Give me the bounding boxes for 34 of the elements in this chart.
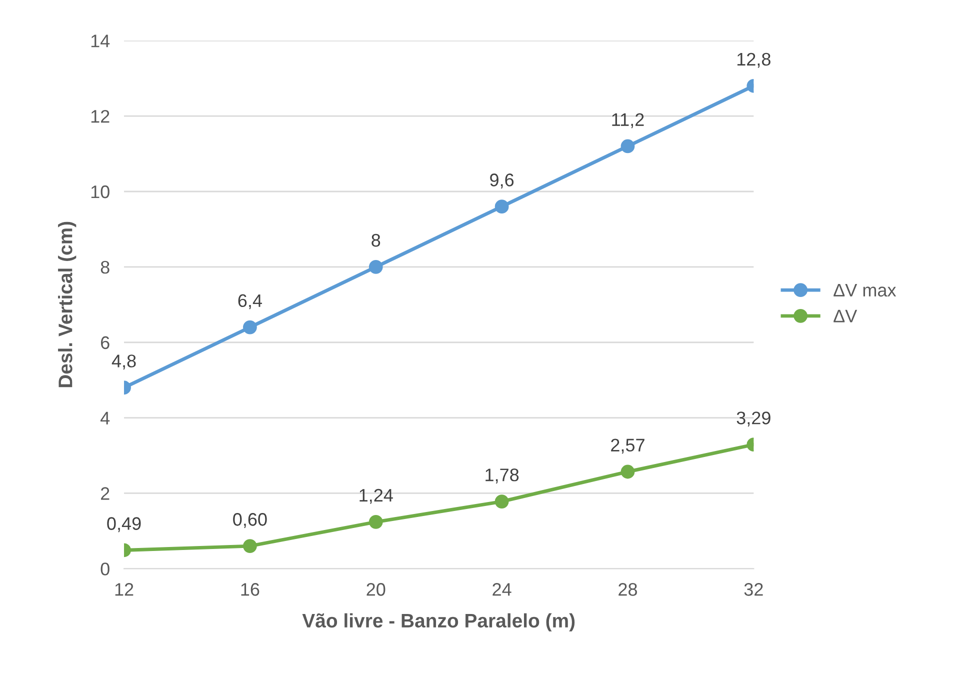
y-tick-label: 10: [91, 185, 110, 198]
y-axis-title: Desl. Vertical (cm): [58, 222, 76, 388]
x-tick-label: 16: [241, 583, 260, 596]
data-label: 0,49: [107, 517, 141, 532]
y-tick-label: 6: [101, 336, 110, 350]
point: [494, 200, 509, 214]
point: [368, 514, 383, 529]
data-label: 9,6: [490, 174, 514, 188]
data-label: 1,78: [486, 468, 519, 484]
data-label: 11,2: [612, 113, 644, 128]
data-label: 12,8: [737, 52, 770, 68]
y-tick-label: 4: [100, 412, 110, 424]
x-tick-label: 24: [492, 583, 512, 596]
data-label: 6,4: [238, 294, 262, 310]
y-tick-label: 14: [91, 34, 110, 48]
x-tick-label: 20: [366, 583, 386, 596]
x-tick-label: 28: [618, 583, 637, 596]
y-tick-label: 8: [100, 260, 110, 274]
point: [368, 260, 383, 274]
x-tick-label: 32: [744, 583, 763, 596]
point: [494, 494, 509, 508]
data-label: 3,29: [736, 412, 770, 426]
y-tick-label: 12: [91, 110, 110, 123]
data-label: 1,24: [360, 488, 393, 504]
x-tick-label: 12: [115, 583, 134, 596]
y-tick-label: 0: [100, 562, 110, 576]
y-tick-label: 2: [101, 487, 110, 500]
x-axis-title: Vão livre - Banzo Paralelo (m): [302, 613, 575, 632]
data-label: 8: [372, 234, 380, 247]
data-label: 4,8: [112, 354, 136, 370]
legend-label: ΔV max: [834, 284, 896, 297]
legend-label: ΔV: [834, 310, 858, 322]
data-label: 0,60: [233, 513, 267, 528]
data-label: 2,57: [611, 438, 644, 454]
